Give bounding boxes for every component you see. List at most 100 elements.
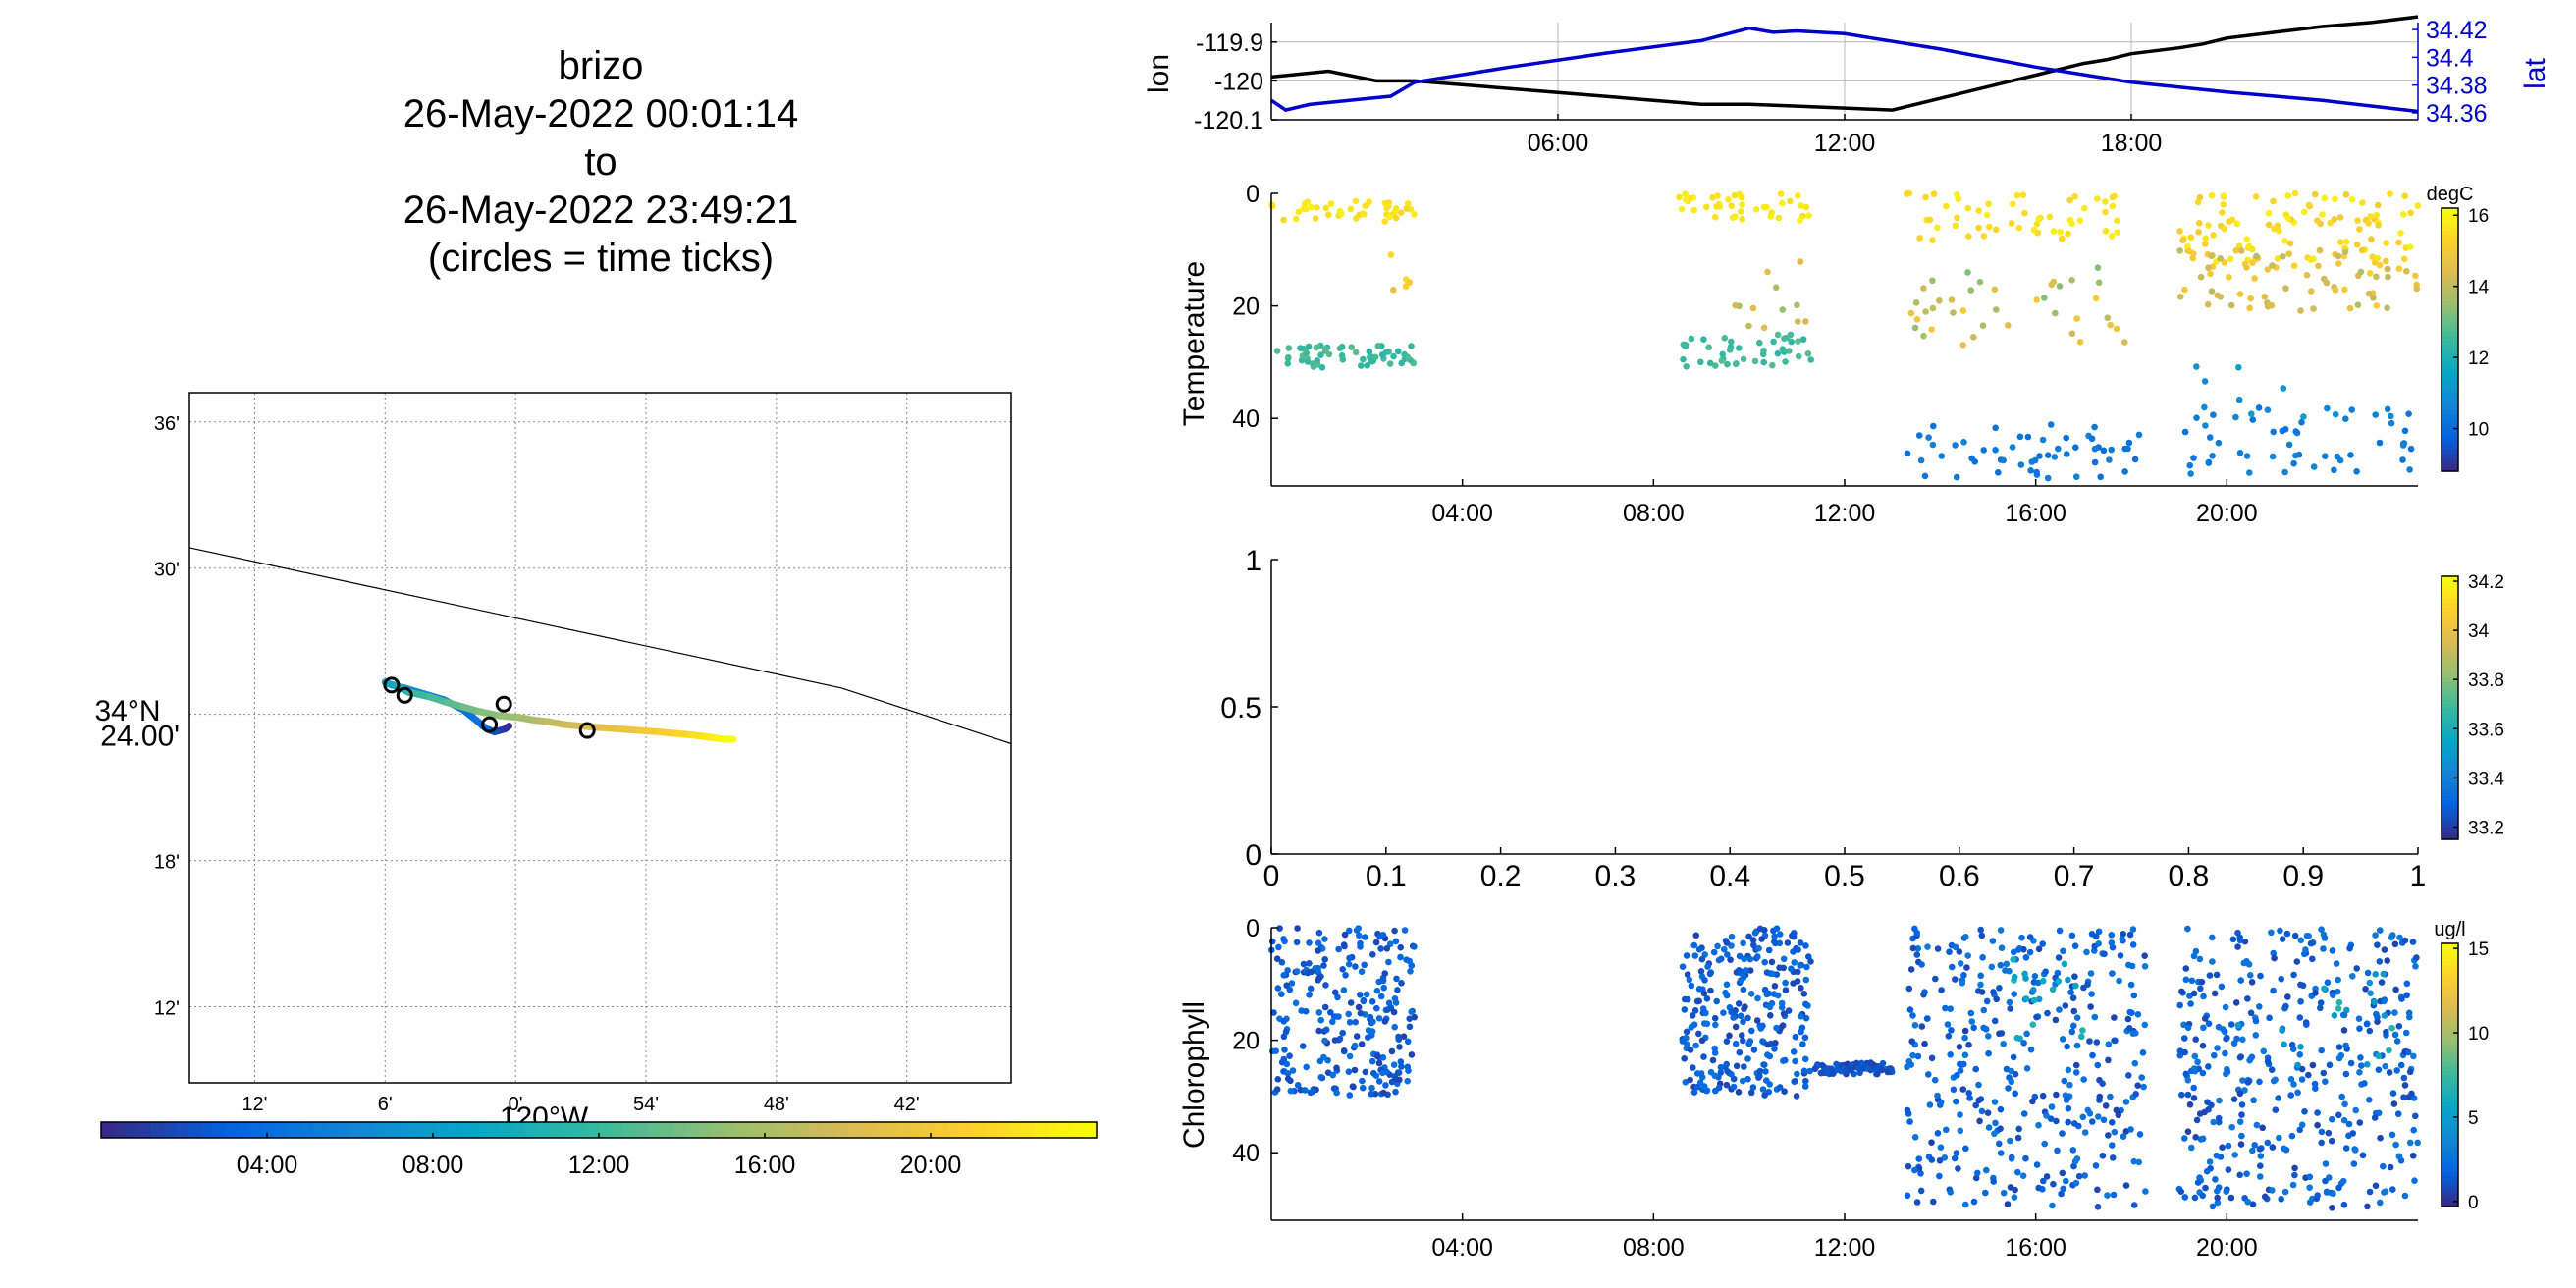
temperature-point bbox=[2342, 415, 2349, 423]
temperature-point bbox=[1406, 279, 1414, 287]
chlorophyll-point bbox=[2317, 1004, 2324, 1012]
temperature-point bbox=[2219, 209, 2226, 216]
empty-x-tick-label: 0.8 bbox=[2169, 860, 2210, 892]
chlorophyll-point bbox=[2010, 1053, 2017, 1061]
chlorophyll-point bbox=[1699, 1005, 1707, 1012]
chlorophyll-point bbox=[2276, 1134, 2282, 1142]
temperature-point bbox=[1920, 285, 1927, 292]
temperature-colorbar-segment bbox=[2442, 344, 2458, 349]
temperature-point bbox=[2268, 301, 2276, 309]
temperature-point bbox=[2039, 436, 2047, 444]
temperature-point bbox=[1925, 434, 1932, 442]
temperature-point bbox=[2243, 453, 2251, 459]
chlorophyll-point bbox=[1282, 1028, 1290, 1036]
chlorophyll-point bbox=[1322, 982, 1329, 989]
temperature-point bbox=[2264, 266, 2272, 273]
chlorophyll-point bbox=[1350, 1083, 1357, 1091]
time-colorbar-segment bbox=[698, 1122, 712, 1138]
chlorophyll-point bbox=[2094, 1186, 2101, 1194]
temperature-point bbox=[2195, 220, 2203, 227]
chlorophyll-point bbox=[1979, 954, 1986, 961]
chlorophyll-point bbox=[2031, 973, 2039, 980]
temperature-point bbox=[2397, 230, 2404, 237]
chlorophyll-point bbox=[1960, 972, 1967, 979]
chlorophyll-point bbox=[2095, 1113, 2102, 1120]
temperature-colorbar-segment bbox=[2442, 247, 2458, 253]
chlorophyll-point bbox=[2225, 1166, 2232, 1173]
salinity-colorbar-segment bbox=[2442, 619, 2458, 625]
chlorophyll-point bbox=[2234, 943, 2241, 950]
temperature-colorbar-segment bbox=[2442, 242, 2458, 248]
chlorophyll-point bbox=[2414, 1139, 2421, 1147]
chlorophyll-point bbox=[2402, 1029, 2410, 1037]
temperature-point bbox=[2205, 264, 2212, 272]
chlorophyll-point bbox=[1878, 1066, 1886, 1074]
chlorophyll-plot: Chlorophyll 04:00 08:00 12:00 16:00 20:00020… bbox=[1178, 915, 2489, 1261]
chlorophyll-point bbox=[1997, 1105, 2005, 1113]
chlorophyll-point bbox=[1936, 1157, 1944, 1164]
chlorophyll-point bbox=[1704, 963, 1711, 970]
chlorophyll-point bbox=[2006, 998, 2013, 1006]
temperature-point bbox=[2197, 273, 2205, 281]
chlorophyll-point bbox=[1286, 1052, 1293, 1059]
chlorophyll-point bbox=[1727, 956, 1734, 963]
chlorophyll-point bbox=[2334, 1005, 2342, 1012]
chlorophyll-point bbox=[1950, 1086, 1958, 1094]
temperature-colorbar-segment bbox=[2442, 462, 2458, 468]
chlorophyll-point bbox=[1724, 1068, 1731, 1075]
chlorophyll-point bbox=[1784, 939, 1792, 946]
time-colorbar-segment bbox=[275, 1122, 289, 1138]
temperature-point bbox=[1756, 339, 1763, 347]
chlorophyll-point bbox=[2063, 1177, 2069, 1185]
chlorophyll-x-tick-label: 20:00 bbox=[2196, 1234, 2258, 1261]
chlorophyll-point bbox=[1411, 1013, 1418, 1021]
chlorophyll-point bbox=[2201, 1108, 2208, 1116]
temperature-point bbox=[1760, 324, 1768, 332]
time-tick-circle bbox=[383, 676, 401, 694]
temperature-point bbox=[2407, 209, 2414, 217]
chlorophyll-point bbox=[1980, 1006, 1988, 1014]
temperature-point bbox=[2187, 234, 2195, 242]
temperature-point bbox=[2374, 254, 2382, 262]
chlorophyll-point bbox=[1918, 1023, 1926, 1030]
chlorophyll-point bbox=[1961, 1051, 1969, 1059]
chlorophyll-point bbox=[2372, 932, 2379, 939]
temperature-colorbar-segment bbox=[2442, 299, 2458, 305]
temperature-colorbar-segment bbox=[2442, 427, 2458, 433]
chlorophyll-point bbox=[2011, 1194, 2018, 1201]
chlorophyll-point bbox=[2034, 979, 2042, 987]
chlorophyll-point bbox=[1864, 1065, 1871, 1072]
chlorophyll-point bbox=[1932, 975, 1939, 983]
chlorophyll-point bbox=[2073, 1042, 2081, 1049]
temperature-point bbox=[2091, 445, 2099, 453]
temperature-point bbox=[2033, 220, 2041, 228]
track-map: 34°N 120°W 12' 6' 0' 54' 48' 42'12'18'24.00'3… bbox=[94, 392, 1012, 1134]
chlorophyll-point bbox=[1953, 1150, 1960, 1156]
chlorophyll-point bbox=[2405, 1009, 2413, 1017]
chlorophyll-point bbox=[2055, 954, 2063, 961]
chlorophyll-point bbox=[2199, 1042, 2207, 1049]
chlorophyll-point bbox=[2340, 1027, 2348, 1034]
chlorophyll-point bbox=[2040, 1177, 2047, 1185]
lat-tick-label: 34.42 bbox=[2426, 17, 2488, 44]
temperature-point bbox=[1992, 424, 1999, 432]
chlorophyll-point bbox=[2113, 1106, 2120, 1114]
chlorophyll-point bbox=[1874, 1070, 1881, 1078]
chlorophyll-point bbox=[2236, 1090, 2244, 1098]
chlorophyll-point bbox=[1357, 992, 1364, 998]
temperature-point bbox=[1407, 356, 1415, 364]
chlorophyll-point bbox=[1317, 1016, 1324, 1024]
temperature-point bbox=[2284, 192, 2292, 199]
time-colorbar-segment bbox=[400, 1122, 413, 1138]
chlorophyll-point bbox=[1363, 991, 1370, 998]
chlorophyll-colorbar-segment bbox=[2442, 943, 2458, 949]
chlorophyll-colorbar-segment bbox=[2442, 1044, 2458, 1049]
temperature-colorbar-segment bbox=[2442, 361, 2458, 367]
temperature-point bbox=[2373, 302, 2381, 309]
temperature-point bbox=[2303, 271, 2311, 279]
temperature-point bbox=[2358, 246, 2366, 254]
chlorophyll-point bbox=[2140, 1083, 2147, 1091]
temperature-point bbox=[2013, 191, 2021, 199]
chlorophyll-point bbox=[1721, 945, 1728, 953]
chlorophyll-point bbox=[2238, 1111, 2245, 1118]
